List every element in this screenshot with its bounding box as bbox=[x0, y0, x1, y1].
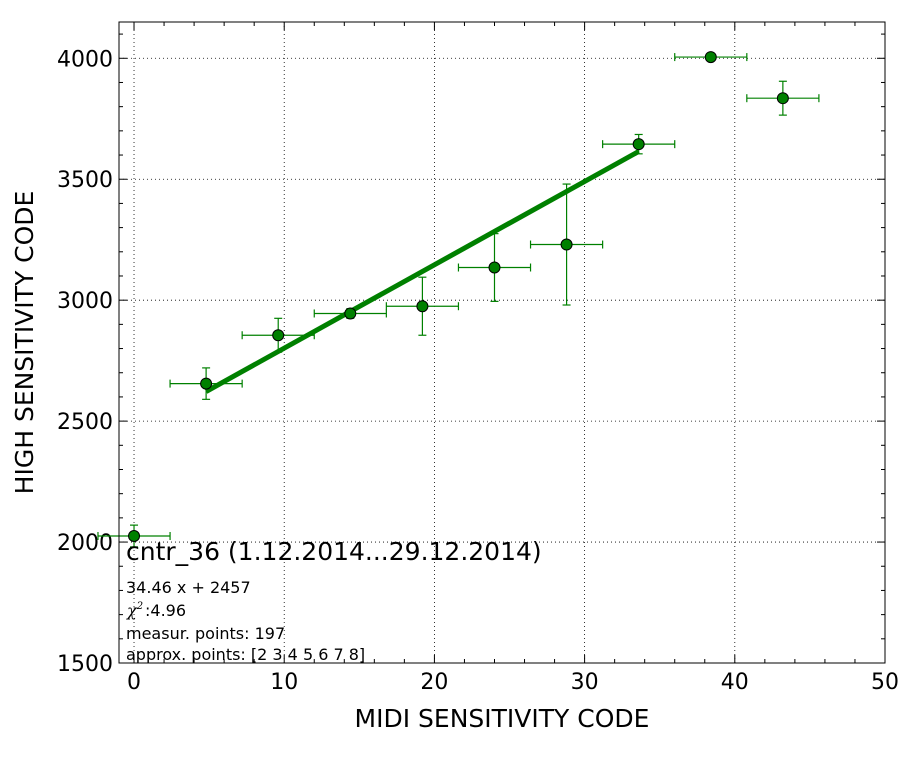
x-tick-label: 10 bbox=[270, 670, 298, 695]
x-tick-label: 20 bbox=[420, 670, 448, 695]
error-bars bbox=[97, 53, 820, 548]
x-tick-label: 30 bbox=[571, 670, 599, 695]
fit-line bbox=[204, 149, 640, 394]
data-point bbox=[128, 530, 141, 543]
data-point bbox=[776, 92, 789, 105]
x-axis-label: MIDI SENSITIVITY CODE bbox=[355, 704, 650, 733]
annotation-measur-points: measur. points: 197 bbox=[126, 624, 285, 643]
data-point bbox=[272, 329, 285, 342]
plot-frame bbox=[118, 21, 886, 664]
y-tick-label: 4000 bbox=[57, 47, 113, 72]
y-axis-label: HIGH SENSITIVITY CODE bbox=[10, 191, 39, 495]
annotation-title: cntr_36 (1.12.2014...29.12.2014) bbox=[126, 537, 542, 566]
grid-lines bbox=[119, 22, 885, 663]
annotation-approx-points: approx. points: [2 3 4 5 6 7 8] bbox=[126, 645, 365, 664]
x-tick-label: 50 bbox=[871, 670, 899, 695]
annotation-equation: 34.46 x + 2457 bbox=[126, 578, 251, 597]
data-points bbox=[128, 51, 789, 543]
x-tick-label: 0 bbox=[127, 670, 141, 695]
chi-squared-symbol: χ2 bbox=[126, 601, 143, 620]
y-tick-label: 3500 bbox=[57, 168, 113, 193]
data-point bbox=[704, 51, 717, 64]
annotation-chi2: :4.96 bbox=[145, 601, 186, 620]
y-tick-label: 3000 bbox=[57, 289, 113, 314]
x-tick-label: 40 bbox=[721, 670, 749, 695]
y-tick-label: 2000 bbox=[57, 531, 113, 556]
y-tick-label: 2500 bbox=[57, 410, 113, 435]
data-point bbox=[560, 238, 573, 251]
data-point bbox=[632, 138, 645, 151]
data-point bbox=[488, 261, 501, 274]
data-point bbox=[344, 307, 357, 320]
tick-labels: 0 10 20 30 40 50 1500 2000 2500 3000 3500 4000 bbox=[57, 47, 899, 695]
y-tick-label: 1500 bbox=[57, 652, 113, 677]
data-point bbox=[416, 300, 429, 313]
axis-ticks bbox=[119, 22, 886, 664]
data-point bbox=[200, 377, 213, 390]
